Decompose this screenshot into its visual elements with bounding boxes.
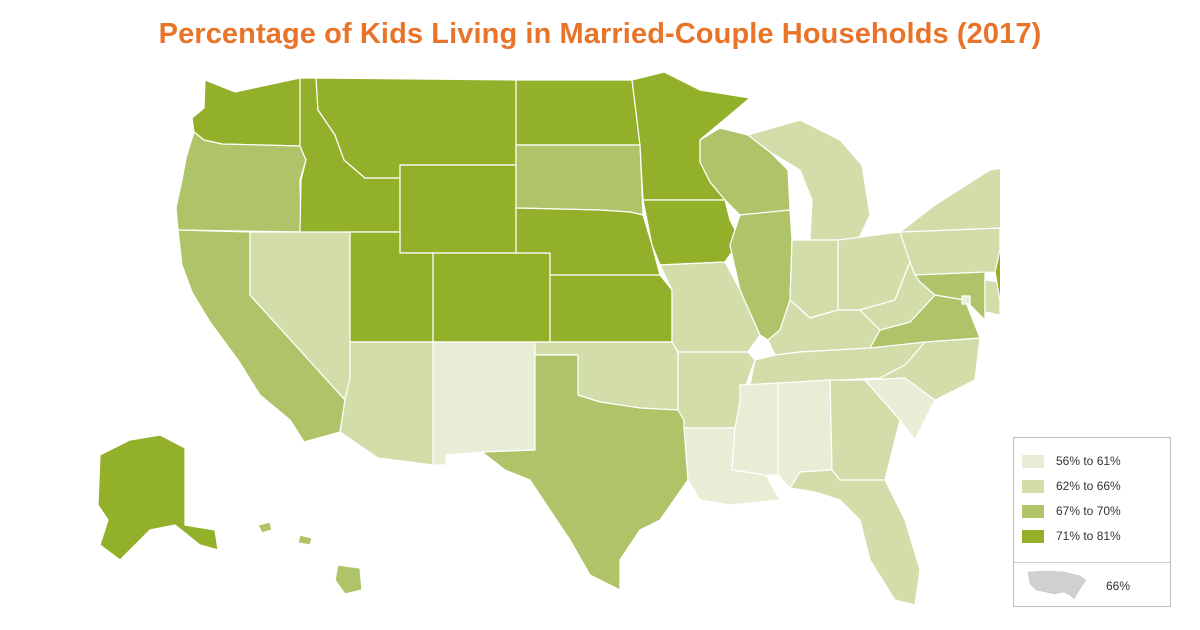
legend-label-bin1: 56% to 61% — [1056, 454, 1121, 468]
legend-label-bin3: 67% to 70% — [1056, 504, 1121, 518]
legend-label-bin4: 71% to 81% — [1056, 529, 1121, 543]
legend: 56% to 61% 62% to 66% 67% to 70% 71% to … — [1013, 437, 1171, 607]
state-wa[interactable] — [191, 77, 301, 147]
state-nc[interactable] — [864, 337, 981, 401]
legend-item-bin4: 71% to 81% — [1022, 529, 1121, 543]
state-nj[interactable] — [994, 249, 1000, 301]
legend-label-bin2: 62% to 66% — [1056, 479, 1121, 493]
state-ia[interactable] — [642, 199, 741, 266]
legend-swatch-bin2 — [1022, 479, 1044, 493]
state-ne[interactable] — [515, 207, 661, 276]
state-ks[interactable] — [549, 274, 673, 343]
legend-item-bin2: 62% to 66% — [1022, 479, 1121, 493]
state-or[interactable] — [175, 131, 307, 233]
legend-swatch-bin1 — [1022, 454, 1044, 468]
state-nd[interactable] — [515, 79, 641, 146]
state-wy[interactable] — [399, 164, 517, 254]
map-title: Percentage of Kids Living in Married-Cou… — [158, 18, 1042, 50]
state-ny[interactable] — [899, 165, 1000, 233]
state-hi[interactable] — [257, 521, 273, 534]
state-ak[interactable] — [97, 434, 219, 561]
state-hi-maui[interactable] — [297, 534, 313, 546]
state-az[interactable] — [339, 341, 434, 466]
state-nm[interactable] — [432, 341, 536, 466]
legend-item-bin3: 67% to 70% — [1022, 504, 1121, 518]
legend-swatch-bin4 — [1022, 529, 1044, 543]
state-dc[interactable] — [961, 295, 971, 305]
state-de[interactable] — [984, 279, 1000, 316]
state-fl[interactable] — [789, 469, 921, 606]
legend-item-bin1: 56% to 61% — [1022, 454, 1121, 468]
us-outline-icon — [1027, 570, 1087, 600]
national-average-value: 66% — [1106, 579, 1131, 593]
state-hi-big-island[interactable] — [334, 564, 363, 595]
state-tx[interactable] — [481, 354, 689, 591]
legend-swatch-bin3 — [1022, 504, 1044, 518]
state-pa[interactable] — [899, 227, 1000, 276]
state-sd[interactable] — [515, 144, 644, 216]
legend-divider — [1014, 562, 1170, 563]
state-co[interactable] — [432, 252, 551, 343]
us-choropleth-map — [97, 71, 1000, 606]
